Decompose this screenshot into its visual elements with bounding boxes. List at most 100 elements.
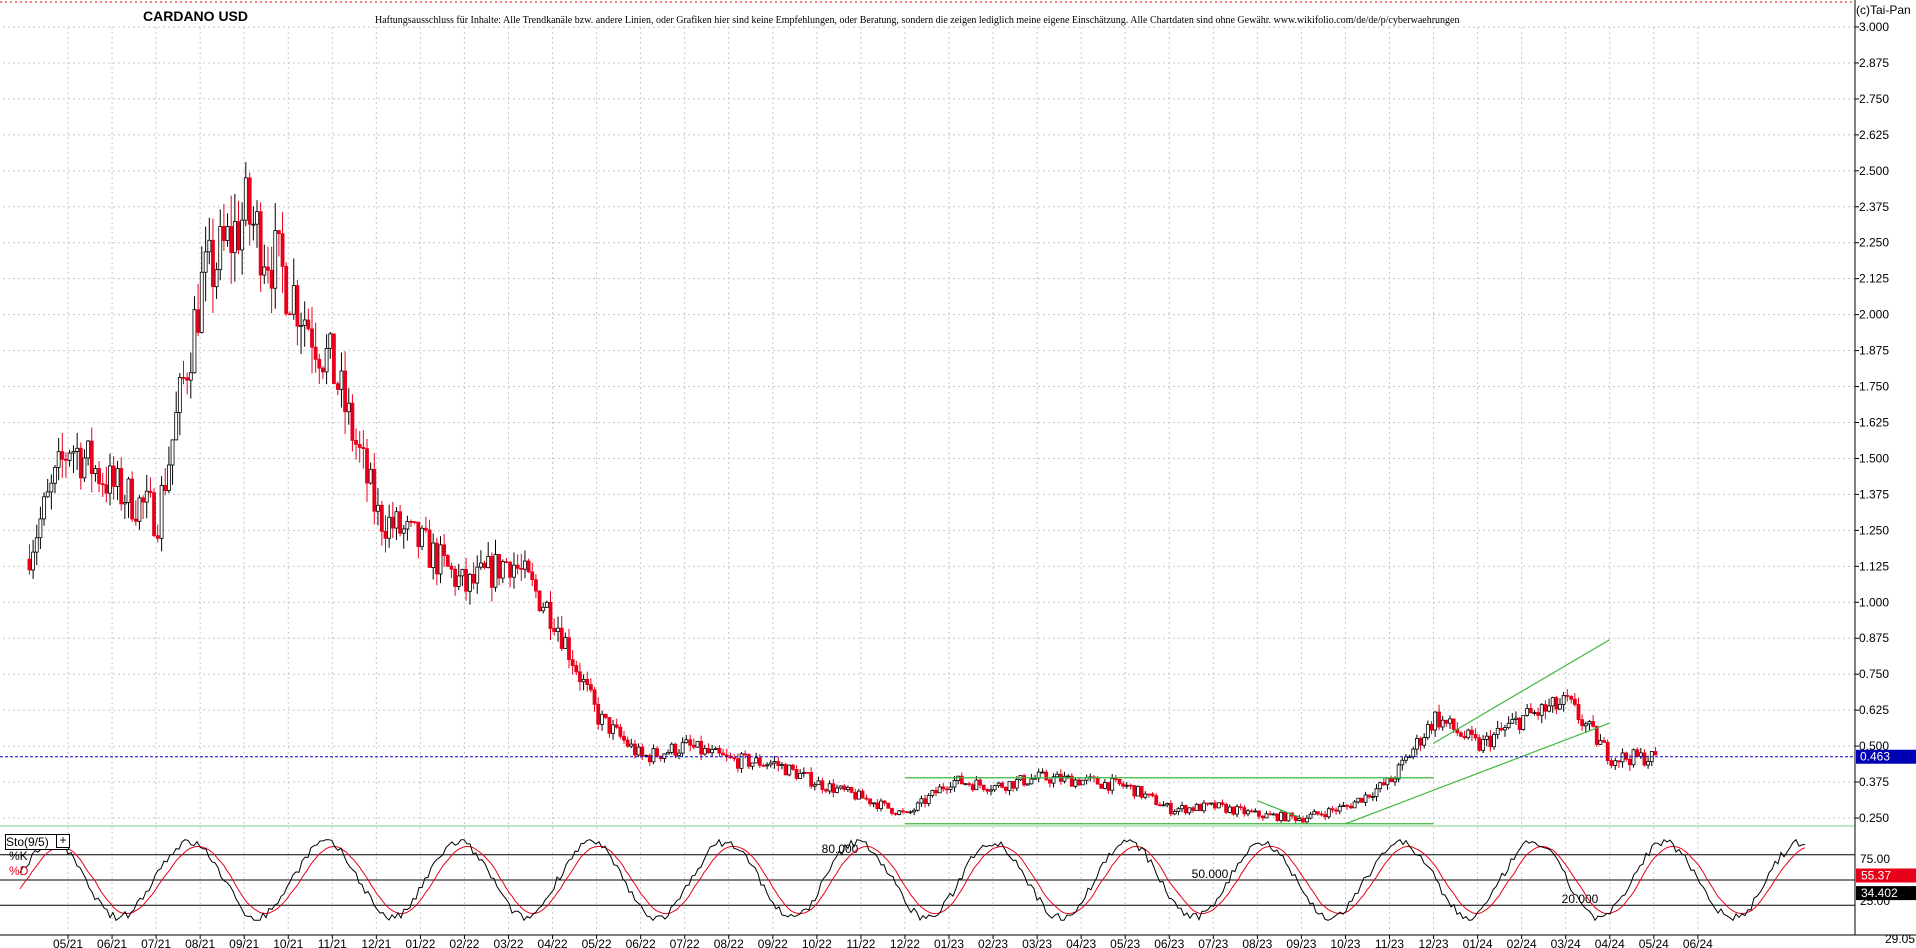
candle-body xyxy=(445,555,450,567)
candle-body xyxy=(394,511,399,529)
candle-body xyxy=(159,485,164,539)
candle-body xyxy=(1139,786,1144,798)
candle-body xyxy=(1396,764,1401,780)
time-tick-label: 06/23 xyxy=(1154,937,1184,948)
candle-body xyxy=(1451,718,1456,730)
candle-body xyxy=(1282,811,1287,822)
candle-body xyxy=(372,468,377,512)
candle-body xyxy=(78,447,83,479)
candle-body xyxy=(346,402,351,413)
candle-body xyxy=(1561,695,1566,705)
copyright: (c)Tai-Pan xyxy=(1856,3,1911,17)
candle-body xyxy=(1095,777,1100,785)
candle-body xyxy=(75,447,80,452)
candle-body xyxy=(181,377,186,379)
candle-body xyxy=(633,743,637,756)
candle-body xyxy=(860,790,865,799)
candle-body xyxy=(405,521,410,530)
price-tick-label: 1.375 xyxy=(1859,487,1889,501)
candle-body xyxy=(339,370,344,390)
candle-body xyxy=(468,573,472,592)
d-label: %D xyxy=(9,864,29,878)
candle-body xyxy=(1381,782,1386,786)
candle-body xyxy=(211,239,215,288)
candle-body xyxy=(798,772,803,779)
candle-body xyxy=(1326,808,1331,818)
candle-body xyxy=(1572,698,1577,705)
time-tick-label: 06/24 xyxy=(1683,937,1713,948)
candle-body xyxy=(471,573,476,584)
candle-body xyxy=(794,768,799,779)
candle-body xyxy=(280,233,285,267)
candle-body xyxy=(912,809,916,813)
candle-body xyxy=(1440,719,1445,728)
stoch-k-badge xyxy=(1856,886,1916,901)
candle-body xyxy=(258,211,263,276)
time-tick-label: 09/23 xyxy=(1286,937,1316,948)
candle-body xyxy=(1492,734,1496,748)
candle-body xyxy=(875,802,880,809)
candle-body xyxy=(1404,756,1408,761)
candle-body xyxy=(952,780,957,788)
candle-body xyxy=(1370,796,1375,798)
candle-body xyxy=(255,211,259,225)
candle-body xyxy=(992,785,997,791)
candle-body xyxy=(1470,729,1474,735)
candle-body xyxy=(746,754,751,767)
candle-body xyxy=(882,800,887,804)
candle-body xyxy=(1268,813,1273,816)
stochastic-legend[interactable]: Sto(9/5) xyxy=(5,834,69,850)
candle-body xyxy=(1532,712,1537,714)
candle-body xyxy=(262,266,267,276)
candle-body xyxy=(486,556,491,569)
candle-body xyxy=(306,319,311,330)
price-tick-label: 1.875 xyxy=(1859,344,1889,358)
candle-body xyxy=(904,811,909,814)
candle-body xyxy=(1202,802,1206,812)
candle-body xyxy=(945,788,949,791)
candle-body xyxy=(192,309,197,374)
candle-body xyxy=(1191,807,1195,811)
candle-body xyxy=(100,483,105,486)
candle-body xyxy=(879,800,883,809)
add-indicator-button[interactable]: + xyxy=(56,834,70,848)
candle-body xyxy=(820,780,825,790)
candle-body xyxy=(1653,751,1658,756)
candle-body xyxy=(108,465,112,494)
candle-body xyxy=(662,753,667,759)
candle-body xyxy=(1624,752,1629,760)
candle-body xyxy=(1602,740,1606,743)
candle-body xyxy=(754,757,759,764)
candle-body xyxy=(56,451,61,468)
candle-body xyxy=(1124,784,1129,787)
candle-body xyxy=(1517,717,1522,730)
price-tick-label: 2.750 xyxy=(1859,92,1889,106)
price-tick-label: 0.750 xyxy=(1859,667,1889,681)
candle-body xyxy=(717,748,722,754)
candle-body xyxy=(1349,805,1353,809)
price-tick-label: 1.750 xyxy=(1859,380,1889,394)
candle-body xyxy=(299,324,303,327)
candle-body xyxy=(930,790,935,796)
candle-body xyxy=(1080,779,1085,786)
time-tick-label: 10/22 xyxy=(802,937,832,948)
candle-body xyxy=(1345,805,1349,807)
candle-body xyxy=(1418,738,1423,746)
candle-body xyxy=(86,440,90,459)
candle-body xyxy=(1315,811,1320,815)
candle-body xyxy=(1264,813,1269,819)
candle-body xyxy=(1459,732,1463,737)
candle-body xyxy=(1103,782,1107,789)
candle-body xyxy=(827,783,832,792)
candle-body xyxy=(974,779,979,791)
candle-body xyxy=(710,749,714,754)
candle-body xyxy=(1165,803,1170,806)
time-tick-label: 02/23 xyxy=(978,937,1008,948)
candle-body xyxy=(420,527,424,548)
candle-body xyxy=(144,490,149,503)
candle-body xyxy=(923,798,927,804)
candle-body xyxy=(673,743,678,756)
candle-body xyxy=(71,451,76,454)
candle-body xyxy=(1437,711,1441,728)
